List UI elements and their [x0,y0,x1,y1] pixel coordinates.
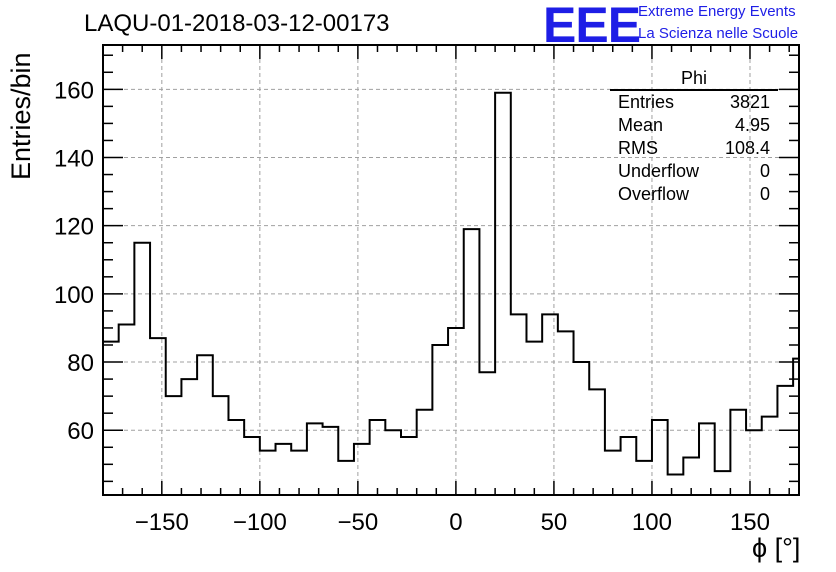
stats-value: 3821 [729,92,770,112]
stats-value: 4.95 [734,115,770,135]
stats-row-underflow: Underflow 0 [610,160,778,183]
x-tick-label: 50 [541,509,568,536]
stats-row-rms: RMS 108.4 [610,137,778,160]
eee-logo: EEE [543,0,641,53]
y-axis-label: Entries/bin [6,52,36,180]
stats-label: RMS [618,138,658,158]
y-tick-label: 100 [54,282,94,309]
plot-frame [102,44,800,496]
y-tick-label: 160 [54,77,94,104]
stats-row-entries: Entries 3821 [610,91,778,114]
stats-rows: Entries 3821 Mean 4.95 RMS 108.4 Underflow 0 Ove… [610,91,778,206]
axis-ticks [103,45,799,495]
stats-value: 0 [759,161,770,181]
x-tick-label: 100 [632,509,672,536]
y-tick-label: 80 [67,350,94,377]
x-tick-label: −100 [233,509,287,536]
stats-label: Entries [618,92,675,112]
x-tick-label: −50 [338,509,379,536]
logo-line-2: La Scienza nelle Scuole [638,25,799,42]
histogram-step-line [102,91,800,495]
stats-box: Phi Entries 3821 Mean 4.95 RMS 108.4 Underflow… [610,68,778,206]
chart-title: LAQU-01-2018-03-12-00173 [84,10,390,37]
stats-title: Phi [610,68,778,91]
x-axis-label: ϕ [°] [752,533,801,563]
stats-value: 108.4 [724,138,770,158]
stats-label: Mean [618,115,664,135]
grid-lines [103,45,799,495]
x-tick-label: 0 [449,509,462,536]
x-tick-label: −150 [135,509,189,536]
y-tick-label: 120 [54,214,94,241]
stats-row-overflow: Overflow 0 [610,183,778,206]
tick-labels: −150 −100 −50 0 50 100 150 60 80 100 120 140 160 [54,77,770,536]
logo-line-1: Extreme Energy Events [638,3,796,20]
stats-value: 0 [759,184,770,204]
stats-label: Underflow [618,161,700,181]
y-tick-label: 140 [54,146,94,173]
x-tick-label: 150 [730,509,770,536]
stats-row-mean: Mean 4.95 [610,114,778,137]
y-tick-label: 60 [67,418,94,445]
stats-label: Overflow [618,184,690,204]
